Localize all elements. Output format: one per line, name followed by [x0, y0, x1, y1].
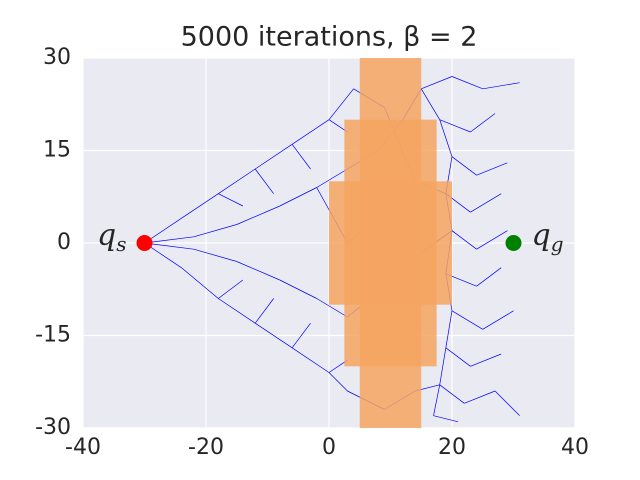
tree-edge [439, 347, 447, 385]
x-tick-label: -20 [188, 435, 224, 460]
tree-edge [451, 310, 483, 330]
tree-edge [476, 230, 508, 250]
tree-edge [193, 248, 237, 262]
tree-edge [494, 390, 520, 416]
tree-edge [439, 119, 471, 133]
tree-edge [291, 347, 330, 373]
tree-edge [291, 322, 311, 349]
tree-edge [328, 372, 348, 392]
tree-edge [439, 384, 465, 404]
tree-edge [451, 76, 483, 90]
tree-edge [451, 230, 477, 250]
tree-edge [181, 193, 219, 219]
tree-edge [255, 322, 293, 349]
x-tick-label: 40 [561, 435, 589, 460]
tree-edge [470, 193, 502, 213]
y-tick-label: 15 [43, 138, 71, 163]
goal-label: qg [532, 218, 564, 256]
tree-edge [420, 88, 441, 120]
x-tick-label: -40 [65, 435, 101, 460]
tree-edge [476, 162, 508, 176]
tree-edge [291, 144, 311, 170]
tree-edge [470, 353, 502, 367]
tree-edge [144, 236, 194, 244]
tree-edge [144, 242, 194, 250]
goal-label-sub: g [551, 232, 564, 256]
tree-edge [433, 384, 441, 416]
tree-edge [482, 310, 514, 330]
tree-edge [316, 298, 348, 318]
start-label-sub: s [116, 232, 126, 256]
x-tick-label: 20 [438, 435, 466, 460]
tree-edge [316, 168, 348, 188]
tree-edge [421, 76, 453, 90]
tree-edge [193, 224, 237, 238]
x-tick-label: 0 [322, 435, 336, 460]
y-tick-label: -15 [35, 323, 71, 348]
tree-edge [218, 298, 256, 324]
start-label-main: q [97, 218, 116, 253]
tree-edge [279, 279, 317, 299]
tree-edge [464, 390, 496, 404]
tree-edge [218, 193, 244, 207]
goal-point [505, 235, 522, 251]
tree-edge [476, 267, 502, 287]
tree-edge [451, 156, 477, 176]
tree-edge [482, 82, 520, 90]
goal-label-main: q [532, 218, 551, 253]
tree-edge [236, 205, 280, 225]
start-point [136, 235, 153, 251]
tree-edge [181, 267, 219, 299]
y-tick-label: 30 [43, 45, 71, 70]
y-tick-label: 0 [57, 230, 71, 255]
obstacle [329, 181, 452, 305]
tree-edge [445, 347, 471, 367]
tree-edge [439, 119, 453, 157]
tree-edge [291, 119, 330, 145]
y-tick-label: -30 [35, 415, 71, 440]
tree-edge [433, 415, 459, 423]
tree-edge [218, 279, 244, 299]
chart-title: 5000 iterations, β = 2 [181, 22, 478, 53]
tree-edge [470, 113, 496, 133]
tree-edge [328, 88, 354, 120]
tree-edge [445, 310, 453, 348]
tree-edge [255, 144, 293, 170]
tree-edge [254, 298, 274, 324]
start-label: qs [97, 218, 126, 256]
tree-edge [279, 187, 317, 207]
tree-edge [236, 261, 280, 281]
tree-edge [218, 168, 256, 194]
tree-edge [254, 168, 274, 194]
